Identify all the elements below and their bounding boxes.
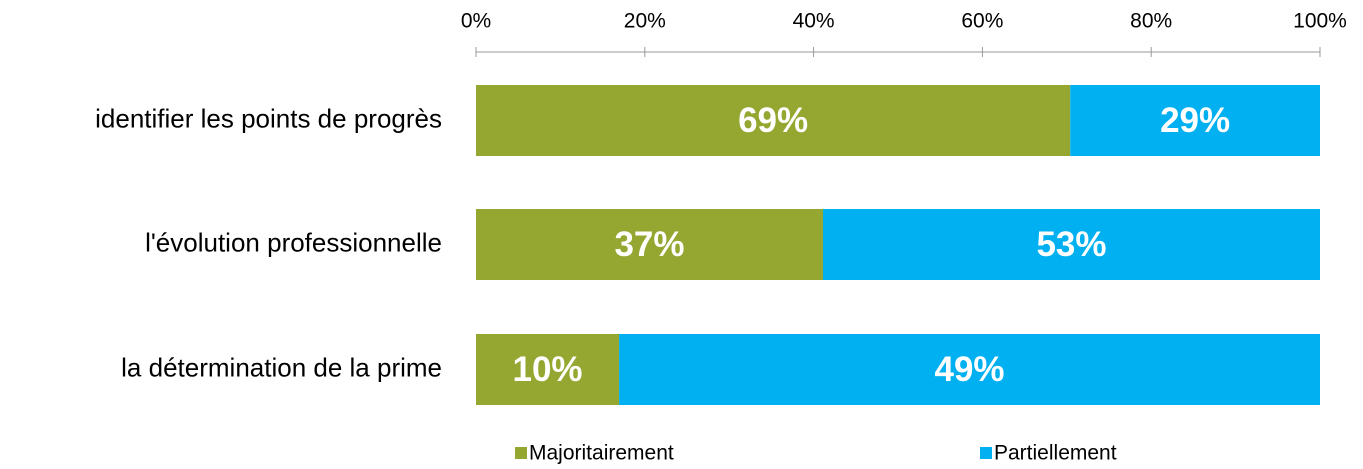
x-tick-label: 40%: [793, 10, 835, 33]
x-tick-label: 0%: [461, 10, 491, 33]
data-label: 53%: [1036, 225, 1106, 264]
data-label: 29%: [1160, 101, 1230, 140]
legend-swatch: [515, 447, 527, 459]
bar-segment: [476, 334, 620, 405]
bar-segment: [1070, 85, 1320, 156]
category-label: l'évolution professionnelle: [145, 227, 442, 257]
bar-segment: [619, 334, 1320, 405]
category-label: identifier les points de progrès: [95, 103, 442, 133]
data-label: 69%: [738, 101, 808, 140]
bar-segment: [476, 209, 823, 280]
data-label: 37%: [614, 225, 684, 264]
bar-segment: [476, 85, 1071, 156]
data-label: 49%: [934, 350, 1004, 389]
x-tick-label: 80%: [1130, 10, 1172, 33]
legend-swatch: [980, 447, 992, 459]
category-label: la détermination de la prime: [121, 352, 442, 382]
bar-segment: [822, 209, 1320, 280]
x-tick-label: 20%: [624, 10, 666, 33]
legend-label: Partiellement: [994, 442, 1117, 465]
x-tick-label: 100%: [1293, 10, 1347, 33]
legend-label: Majoritairement: [529, 442, 674, 465]
x-tick-label: 60%: [961, 10, 1003, 33]
data-label: 10%: [512, 350, 582, 389]
